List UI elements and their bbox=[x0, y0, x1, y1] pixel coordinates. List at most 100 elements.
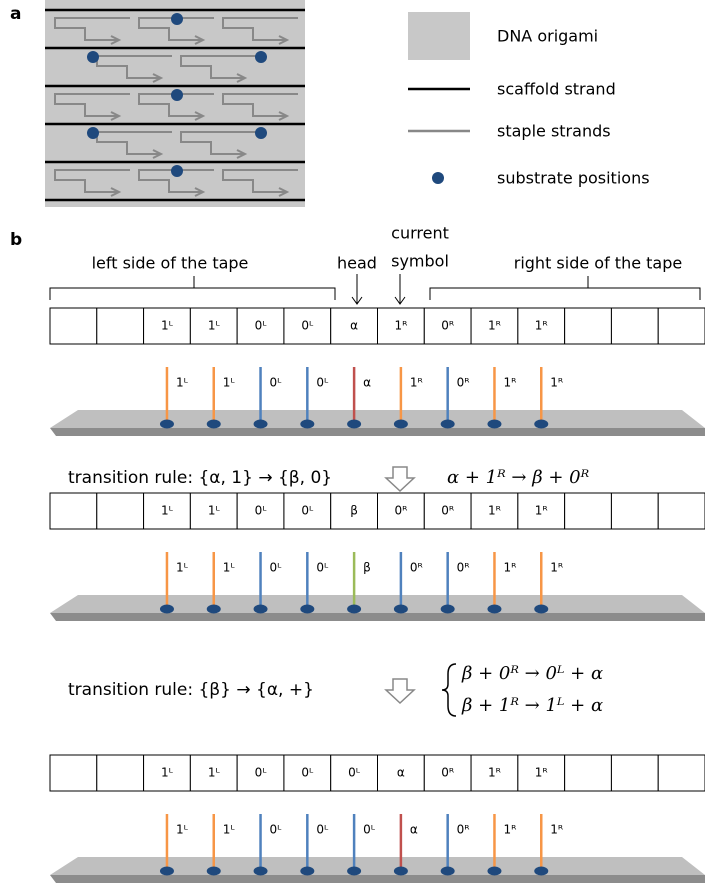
substrate-dot bbox=[441, 867, 455, 876]
cell-symbol: 1ᴿ bbox=[535, 319, 549, 333]
legend-text: DNA origami bbox=[497, 27, 598, 46]
cell-symbol: 1ᴸ bbox=[208, 319, 221, 333]
rule-text: transition rule: {α, 1} → {β, 0} bbox=[68, 468, 332, 488]
substrate-dot bbox=[171, 13, 183, 25]
bracket bbox=[430, 276, 700, 300]
substrate-dot bbox=[87, 127, 99, 139]
cell-symbol: 1ᴸ bbox=[208, 766, 221, 780]
strand-label: β bbox=[363, 561, 371, 575]
platform-front bbox=[50, 428, 705, 436]
strand-label: 1ᴸ bbox=[176, 376, 189, 390]
tape-cell bbox=[50, 493, 97, 529]
cell-symbol: 0ᴿ bbox=[441, 766, 455, 780]
cell-symbol: 0ᴿ bbox=[394, 504, 408, 518]
tape-cell bbox=[50, 308, 97, 344]
strand-label: 1ᴸ bbox=[223, 561, 236, 575]
bracket bbox=[50, 276, 335, 300]
strand-label: α bbox=[363, 376, 371, 390]
hollow-arrow bbox=[386, 679, 414, 703]
tape-cell bbox=[611, 755, 658, 791]
tape-cell bbox=[658, 308, 705, 344]
header-text: right side of the tape bbox=[514, 254, 682, 273]
cell-symbol: 0ᴸ bbox=[255, 766, 268, 780]
strand-label: α bbox=[410, 823, 418, 837]
tape-cell bbox=[565, 755, 612, 791]
substrate-dot bbox=[534, 605, 548, 614]
platform-top bbox=[50, 595, 705, 613]
strand-label: 0ᴿ bbox=[410, 561, 424, 575]
tape-cell bbox=[658, 493, 705, 529]
substrate-dot bbox=[347, 420, 361, 429]
hollow-arrow bbox=[386, 467, 414, 491]
cell-symbol: 1ᴿ bbox=[394, 319, 408, 333]
cell-symbol: 0ᴸ bbox=[301, 319, 314, 333]
substrate-dot bbox=[87, 51, 99, 63]
tape-cell bbox=[97, 493, 144, 529]
platform-top bbox=[50, 410, 705, 428]
substrate-dot bbox=[207, 867, 221, 876]
cell-symbol: α bbox=[397, 766, 405, 780]
strand-label: 1ᴿ bbox=[503, 561, 517, 575]
equation: β + 1ᴿ → 1ᴸ + α bbox=[461, 695, 603, 716]
strand-label: 0ᴸ bbox=[363, 823, 376, 837]
substrate-dot bbox=[394, 420, 408, 429]
arrow bbox=[395, 274, 405, 304]
rule-text: transition rule: {β} → {α, +} bbox=[68, 680, 314, 700]
substrate-dot bbox=[160, 420, 174, 429]
substrate-dot bbox=[347, 867, 361, 876]
legend-text: staple strands bbox=[497, 122, 611, 141]
strand-label: 0ᴸ bbox=[270, 823, 283, 837]
strand-label: 1ᴿ bbox=[503, 823, 517, 837]
header-text: current bbox=[391, 224, 449, 243]
cell-symbol: 0ᴸ bbox=[255, 319, 268, 333]
substrate-dot bbox=[171, 165, 183, 177]
tape-cell bbox=[658, 755, 705, 791]
strand-label: 0ᴸ bbox=[316, 823, 329, 837]
substrate-dot bbox=[487, 420, 501, 429]
strand-label: 1ᴿ bbox=[503, 376, 517, 390]
tape-cell bbox=[565, 493, 612, 529]
strand-label: 0ᴿ bbox=[457, 823, 471, 837]
tape-cell bbox=[97, 308, 144, 344]
arrow bbox=[352, 274, 362, 304]
cell-symbol: 1ᴿ bbox=[535, 766, 549, 780]
cell-symbol: 0ᴸ bbox=[255, 504, 268, 518]
platform-front bbox=[50, 613, 705, 621]
cell-symbol: 1ᴿ bbox=[488, 504, 502, 518]
platform-top bbox=[50, 857, 705, 875]
tape-cell bbox=[565, 308, 612, 344]
cell-symbol: α bbox=[350, 319, 358, 333]
substrate-dot bbox=[207, 605, 221, 614]
panel-label: b bbox=[10, 230, 22, 250]
cell-symbol: 0ᴸ bbox=[301, 766, 314, 780]
strand-label: 1ᴸ bbox=[223, 823, 236, 837]
substrate-dot bbox=[347, 605, 361, 614]
substrate-dot bbox=[160, 867, 174, 876]
strand-label: 0ᴸ bbox=[316, 376, 329, 390]
tape-cell bbox=[611, 493, 658, 529]
legend-swatch bbox=[408, 12, 470, 60]
substrate-dot bbox=[254, 420, 268, 429]
strand-label: 0ᴿ bbox=[457, 561, 471, 575]
figure: a DNA origami scaffold strand staple str… bbox=[0, 0, 705, 887]
page: a DNA origami scaffold strand staple str… bbox=[0, 0, 705, 887]
substrate-dot bbox=[394, 605, 408, 614]
header-text: left side of the tape bbox=[92, 254, 249, 273]
brace bbox=[442, 664, 456, 716]
cell-symbol: 1ᴿ bbox=[488, 319, 502, 333]
substrate-dot bbox=[300, 420, 314, 429]
cell-symbol: 1ᴸ bbox=[161, 319, 174, 333]
cell-symbol: 1ᴸ bbox=[161, 504, 174, 518]
substrate-dot bbox=[394, 867, 408, 876]
substrate-dot bbox=[534, 420, 548, 429]
cell-symbol: 1ᴸ bbox=[161, 766, 174, 780]
strand-label: 1ᴿ bbox=[550, 561, 564, 575]
header-text: symbol bbox=[391, 252, 449, 271]
cell-symbol: 1ᴸ bbox=[208, 504, 221, 518]
strand-label: 0ᴸ bbox=[270, 376, 283, 390]
platform-front bbox=[50, 875, 705, 883]
cell-symbol: 0ᴸ bbox=[348, 766, 361, 780]
legend-text: substrate positions bbox=[497, 169, 650, 188]
header-text: head bbox=[337, 254, 377, 273]
strand-label: 1ᴿ bbox=[550, 823, 564, 837]
